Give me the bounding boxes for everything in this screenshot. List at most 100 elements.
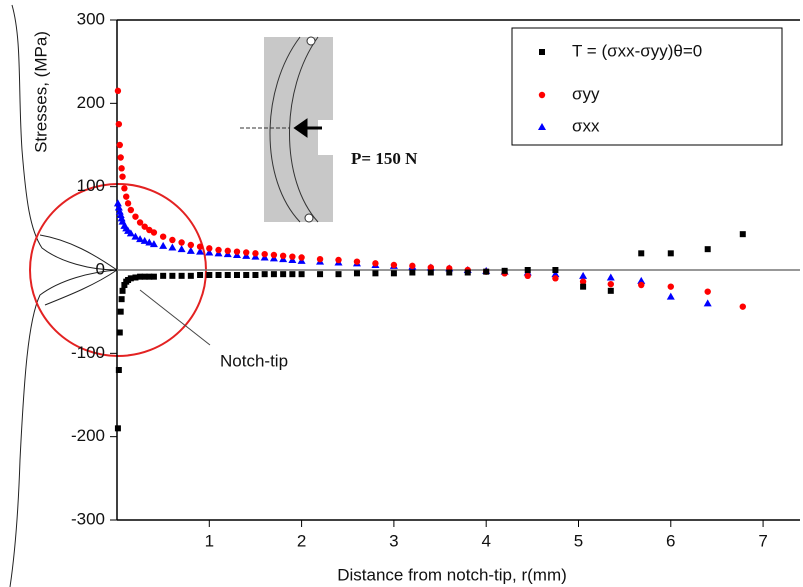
marker bbox=[141, 273, 148, 280]
marker bbox=[136, 235, 145, 243]
marker bbox=[137, 273, 144, 280]
marker bbox=[126, 229, 135, 237]
marker bbox=[178, 239, 185, 246]
y-axis-label: Stresses, (MPa) bbox=[31, 31, 50, 153]
marker bbox=[196, 243, 204, 250]
marker bbox=[116, 141, 123, 149]
x-tick-label: 7 bbox=[758, 531, 767, 550]
marker bbox=[233, 248, 241, 255]
marker bbox=[524, 267, 531, 273]
marker bbox=[140, 236, 149, 244]
annotation: Notch-tip bbox=[220, 351, 288, 370]
y-tick-label: 300 bbox=[77, 9, 105, 28]
marker bbox=[224, 272, 231, 278]
marker bbox=[113, 199, 122, 207]
marker bbox=[703, 299, 712, 307]
marker bbox=[127, 275, 134, 282]
marker bbox=[270, 271, 277, 278]
marker bbox=[666, 292, 675, 300]
marker bbox=[261, 250, 268, 258]
marker bbox=[739, 231, 746, 238]
marker bbox=[141, 223, 148, 230]
marker bbox=[119, 173, 126, 180]
marker bbox=[159, 241, 168, 249]
marker bbox=[483, 268, 490, 275]
marker bbox=[270, 251, 278, 259]
marker bbox=[117, 308, 124, 315]
marker bbox=[579, 278, 587, 285]
y-tick-label: 200 bbox=[77, 93, 105, 112]
x-tick-label: 5 bbox=[574, 531, 583, 550]
marker bbox=[121, 185, 128, 192]
marker bbox=[186, 246, 195, 254]
x-tick-label: 4 bbox=[481, 531, 490, 550]
legend-box bbox=[511, 27, 783, 146]
marker bbox=[206, 272, 213, 278]
marker bbox=[127, 206, 135, 214]
marker bbox=[607, 280, 614, 288]
marker bbox=[335, 271, 342, 278]
x-tick-label: 1 bbox=[205, 531, 214, 550]
marker bbox=[409, 269, 416, 276]
marker bbox=[169, 272, 176, 279]
marker bbox=[446, 269, 453, 276]
marker bbox=[637, 276, 646, 284]
marker bbox=[118, 296, 125, 303]
marker bbox=[196, 247, 205, 255]
marker bbox=[390, 261, 398, 269]
marker bbox=[667, 283, 674, 290]
marker bbox=[252, 250, 259, 257]
x-tick-label: 2 bbox=[297, 531, 306, 550]
marker bbox=[316, 255, 324, 263]
marker bbox=[667, 250, 674, 257]
marker bbox=[252, 272, 259, 278]
marker bbox=[131, 232, 140, 240]
annotation: P= 150 N bbox=[351, 149, 418, 168]
marker bbox=[124, 200, 132, 207]
marker bbox=[552, 275, 559, 282]
marker bbox=[146, 273, 153, 280]
marker bbox=[116, 329, 123, 336]
marker bbox=[353, 258, 361, 265]
marker bbox=[117, 154, 124, 161]
marker bbox=[187, 272, 194, 279]
marker bbox=[114, 203, 123, 211]
y-tick-label: -100 bbox=[71, 343, 105, 362]
marker bbox=[215, 246, 222, 254]
marker bbox=[206, 245, 213, 252]
x-axis-label: Distance from notch-tip, r(mm) bbox=[337, 565, 567, 584]
marker bbox=[464, 269, 471, 276]
marker bbox=[178, 272, 185, 279]
marker bbox=[114, 87, 122, 95]
marker bbox=[298, 254, 305, 261]
marker bbox=[739, 303, 746, 310]
marker bbox=[638, 281, 645, 289]
marker bbox=[233, 272, 240, 278]
marker bbox=[132, 213, 139, 220]
marker bbox=[243, 272, 250, 278]
legend-marker bbox=[538, 123, 546, 130]
legend: T = (σxx-σyy)θ=0 σyy σxx bbox=[511, 27, 783, 146]
marker bbox=[115, 120, 123, 128]
marker bbox=[298, 271, 305, 278]
marker bbox=[136, 219, 144, 226]
marker bbox=[169, 236, 176, 244]
marker bbox=[427, 269, 434, 276]
y-tick-label: 100 bbox=[77, 176, 105, 195]
marker bbox=[638, 250, 645, 257]
marker bbox=[115, 367, 122, 373]
marker bbox=[579, 271, 588, 279]
legend-marker bbox=[538, 91, 546, 99]
marker bbox=[552, 267, 559, 273]
marker bbox=[353, 270, 360, 277]
marker bbox=[150, 229, 158, 236]
marker bbox=[168, 243, 177, 251]
x-tick-label: 6 bbox=[666, 531, 675, 550]
legend-label: σyy bbox=[572, 84, 600, 103]
marker bbox=[145, 238, 154, 246]
legend-marker bbox=[539, 49, 545, 55]
marker bbox=[261, 271, 268, 278]
marker bbox=[280, 271, 287, 278]
legend-label: T = (σxx-σyy)θ=0 bbox=[572, 41, 702, 60]
